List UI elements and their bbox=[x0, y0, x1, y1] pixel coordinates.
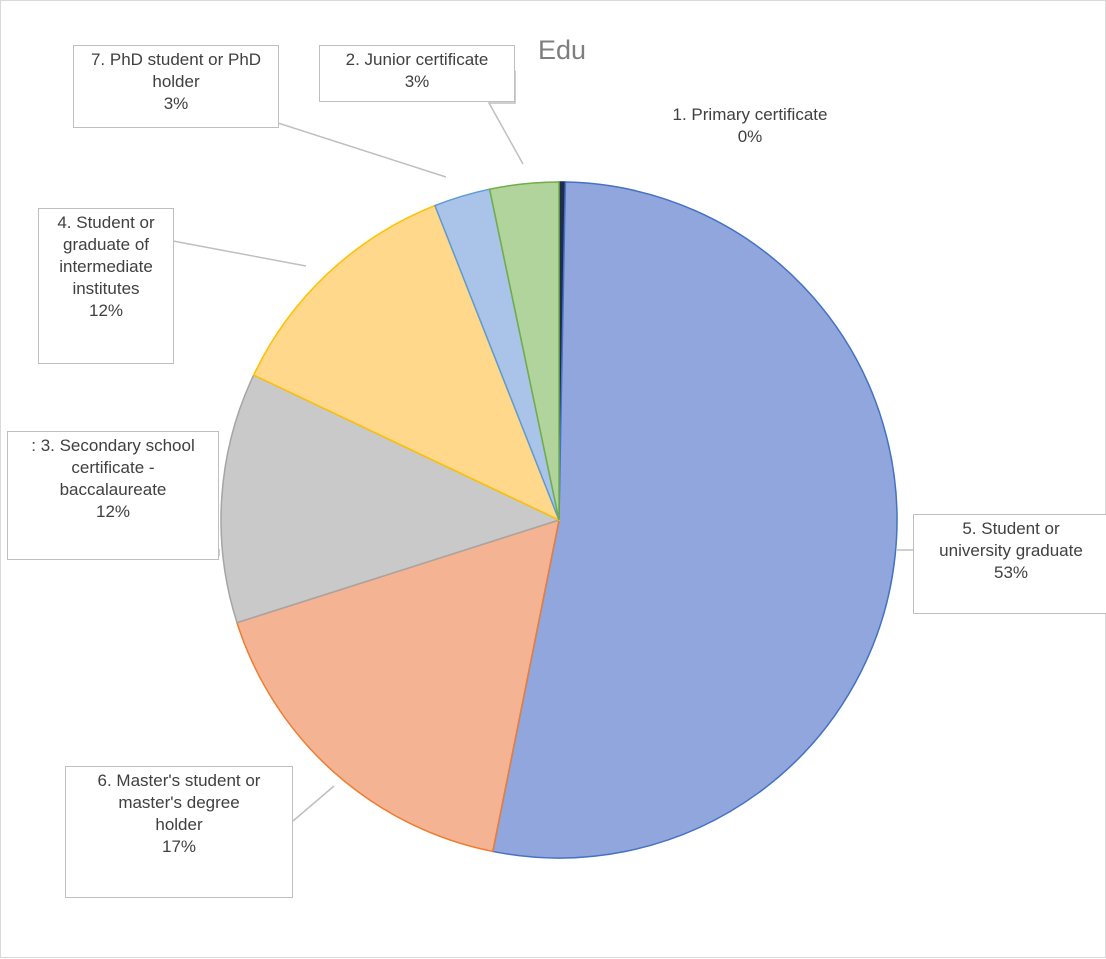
data-label-line: 12% bbox=[95, 502, 131, 521]
data-label-line: 53% bbox=[993, 563, 1029, 582]
data-label-line: 6. Master's student or bbox=[97, 771, 261, 790]
pie-slice-5-student-or-university-graduate bbox=[491, 181, 898, 859]
data-label-line: intermediate bbox=[59, 257, 153, 276]
data-label-line: institutes bbox=[72, 279, 140, 298]
data-label-line: certificate - bbox=[71, 458, 155, 477]
data-label-line: holder bbox=[152, 72, 200, 91]
data-label-line: 3% bbox=[163, 94, 189, 113]
data-label-primary: 1. Primary certificate 0% bbox=[635, 101, 865, 151]
data-label-line: 5. Student or bbox=[962, 519, 1060, 538]
data-label-line: 0% bbox=[737, 127, 763, 146]
leader-intermediate bbox=[172, 240, 307, 267]
leader-junior bbox=[487, 71, 524, 165]
data-label-line: 2. Junior certificate bbox=[345, 50, 489, 69]
data-label-line: baccalaureate bbox=[59, 480, 167, 499]
data-label-line: graduate of bbox=[62, 235, 149, 254]
data-label-junior: 2. Junior certificate 3% bbox=[319, 45, 515, 102]
pie-slice-6-master-s-student-or-master-s-degree-holder bbox=[236, 518, 560, 853]
data-label-line: 7. PhD student or PhD bbox=[90, 50, 262, 69]
data-label-line: holder bbox=[155, 815, 203, 834]
leader-phd bbox=[277, 122, 447, 178]
data-label-line: : 3. Secondary school bbox=[31, 436, 195, 455]
leader-master bbox=[292, 785, 335, 822]
data-label-university: 5. Student or university graduate 53% bbox=[913, 514, 1106, 614]
data-label-line: 4. Student or bbox=[57, 213, 155, 232]
data-label-line: 1. Primary certificate bbox=[672, 105, 828, 124]
data-label-line: 12% bbox=[88, 301, 124, 320]
data-label-intermediate: 4. Student or graduate of intermediate inst… bbox=[38, 208, 174, 364]
pie-slice-2-junior-certificate bbox=[488, 181, 560, 521]
data-label-line: 17% bbox=[161, 837, 197, 856]
pie-slice-3-secondary-school-certificate-baccalaureate bbox=[220, 374, 562, 624]
data-label-secondary: : 3. Secondary school certificate - baccal… bbox=[7, 431, 219, 560]
data-label-line: master's degree bbox=[118, 793, 240, 812]
data-label-line: university graduate bbox=[939, 541, 1083, 560]
chart-title: Edu bbox=[538, 35, 587, 65]
data-label-phd: 7. PhD student or PhD holder 3% bbox=[73, 45, 279, 128]
data-label-master: 6. Master's student or master's degree hol… bbox=[65, 766, 293, 898]
pie-slice-4-student-or-graduate-of-intermediate-institutes bbox=[252, 204, 561, 522]
leader-lines bbox=[172, 71, 913, 822]
pie-slices bbox=[220, 181, 898, 859]
data-label-line: 3% bbox=[404, 72, 430, 91]
